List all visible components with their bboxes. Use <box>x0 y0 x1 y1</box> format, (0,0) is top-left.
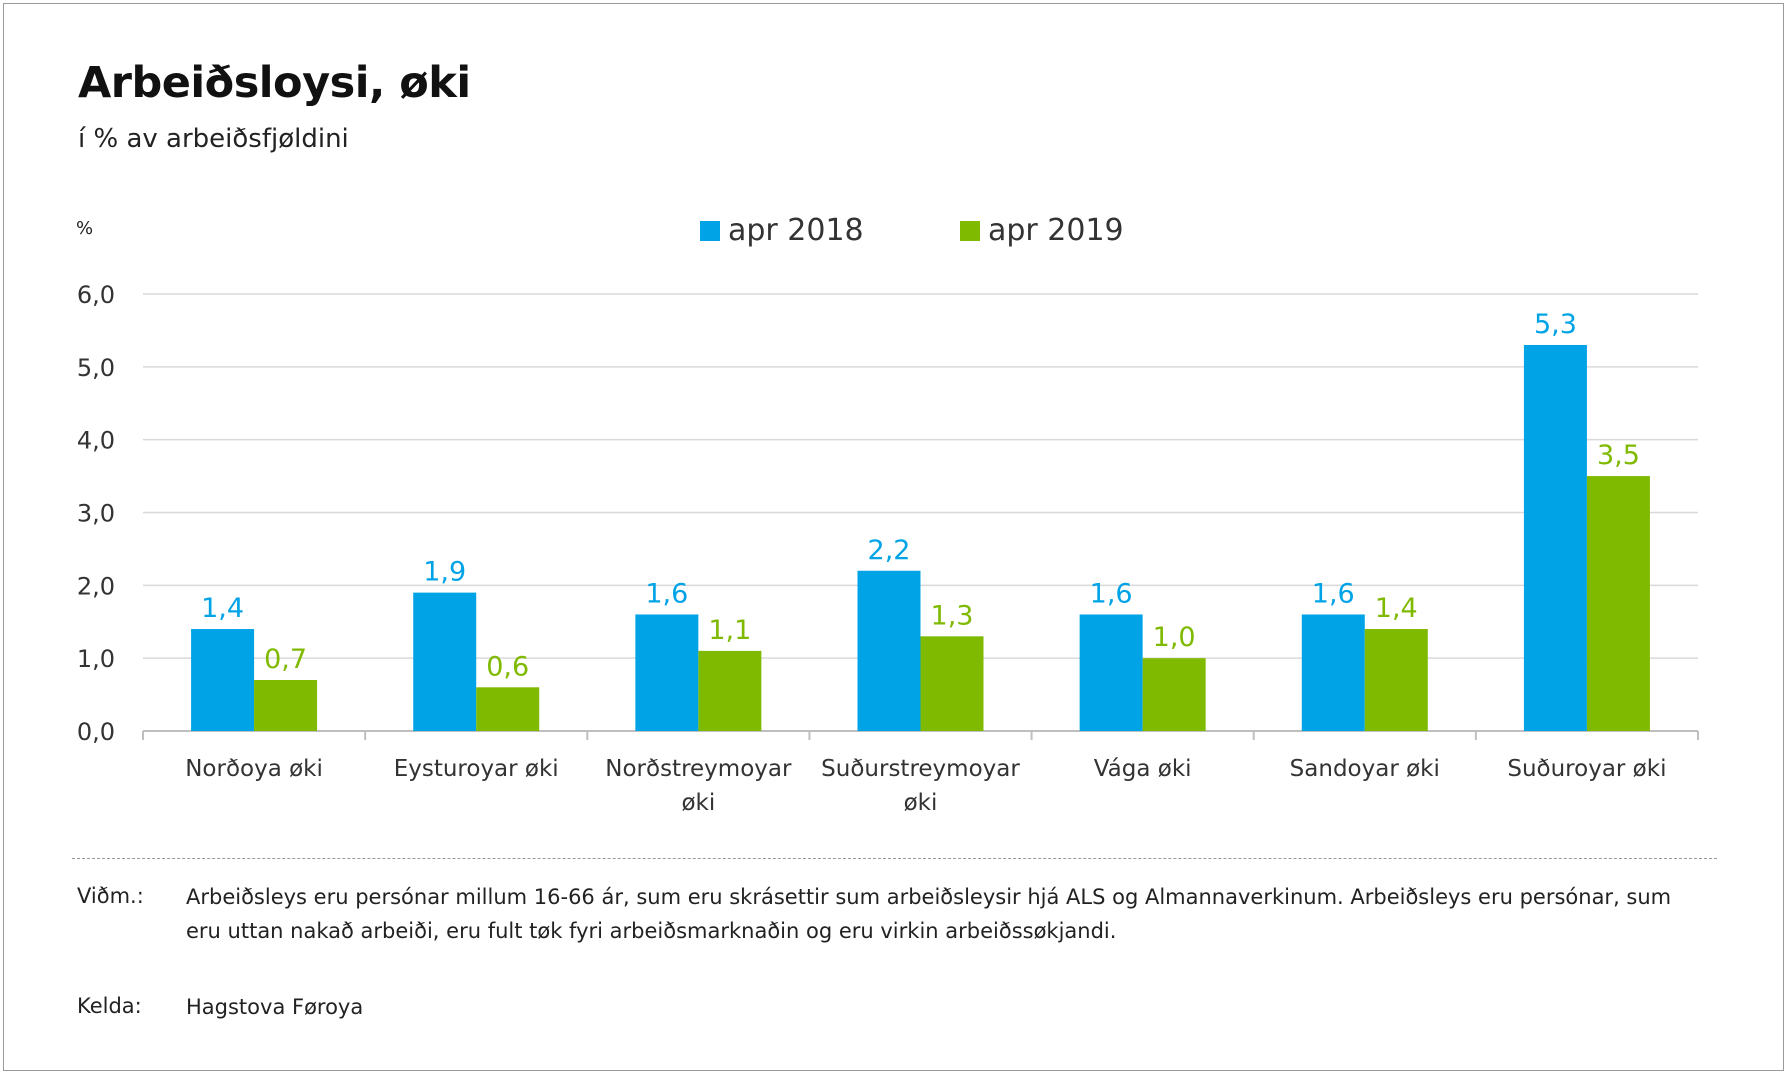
chart-title: Arbeiðsloysi, øki <box>78 58 471 108</box>
y-axis-unit-label: % <box>76 218 94 239</box>
data-label: 1,4 <box>1375 593 1418 624</box>
legend-item-apr-2019: apr 2019 <box>960 213 1124 248</box>
bar <box>698 650 762 731</box>
x-tick-label: øki <box>904 790 938 816</box>
data-label: 1,9 <box>423 557 466 588</box>
bar <box>413 592 477 731</box>
bar <box>920 636 984 731</box>
y-tick-label: 3,0 <box>77 500 115 528</box>
legend-swatch-apr-2018 <box>700 220 720 241</box>
bar <box>191 629 255 731</box>
y-tick-label: 6,0 <box>77 281 115 309</box>
remark-text: Arbeiðsleys eru persónar millum 16-66 ár… <box>186 885 1672 943</box>
bar <box>635 614 699 731</box>
data-label: 1,1 <box>708 615 751 646</box>
y-tick-label: 0,0 <box>77 718 115 746</box>
x-tick-label: Vága øki <box>1094 756 1192 782</box>
x-tick-label: Norðoya øki <box>185 756 323 782</box>
data-label: 1,6 <box>645 578 688 609</box>
data-label: 1,6 <box>1312 578 1355 609</box>
y-tick-label: 5,0 <box>77 354 115 382</box>
data-label: 3,5 <box>1597 440 1640 471</box>
legend-label-apr-2018: apr 2018 <box>728 213 864 248</box>
bar <box>254 680 318 731</box>
x-tick-label: Norðstreymoyar <box>605 756 792 782</box>
notes-divider <box>72 858 1717 859</box>
bar <box>1586 476 1650 731</box>
y-tick-label: 2,0 <box>77 572 115 600</box>
data-label: 1,3 <box>931 600 974 631</box>
bar <box>1523 344 1587 731</box>
legend-label-apr-2019: apr 2019 <box>988 213 1124 248</box>
chart-frame <box>3 3 1784 1071</box>
source-text: Hagstova Føroya <box>186 995 364 1019</box>
x-tick-label: Eysturoyar øki <box>394 756 559 782</box>
legend-item-apr-2018: apr 2018 <box>700 213 864 248</box>
remark-label: Viðm.: <box>77 884 144 908</box>
x-tick-label: øki <box>681 790 715 816</box>
data-label: 2,2 <box>868 535 911 566</box>
data-label: 1,6 <box>1090 578 1133 609</box>
source-label: Kelda: <box>77 994 142 1018</box>
bar <box>1079 614 1143 731</box>
y-tick-label: 4,0 <box>77 427 115 455</box>
bar <box>476 687 540 731</box>
data-label: 0,6 <box>486 651 529 682</box>
data-label: 1,0 <box>1153 622 1196 653</box>
bar <box>1301 614 1365 731</box>
x-tick-label: Sandoyar øki <box>1290 756 1440 782</box>
y-tick-label: 1,0 <box>77 645 115 673</box>
bar <box>1142 658 1206 731</box>
legend-swatch-apr-2019 <box>960 220 980 241</box>
chart-subtitle: í % av arbeiðsfjøldini <box>78 124 349 154</box>
data-label: 1,4 <box>201 593 244 624</box>
bar <box>1364 629 1428 731</box>
x-tick-label: Suðurstreymoyar <box>821 756 1020 782</box>
x-tick-label: Suðuroyar øki <box>1507 756 1666 782</box>
bar-chart: 0,0 1,0 2,0 3,0 4,0 5,0 6,0 1,4 0,7 Norðoya øki 1,… <box>77 281 1699 816</box>
data-label: 5,3 <box>1534 309 1577 340</box>
bar <box>857 570 921 731</box>
data-label: 0,7 <box>264 644 307 675</box>
